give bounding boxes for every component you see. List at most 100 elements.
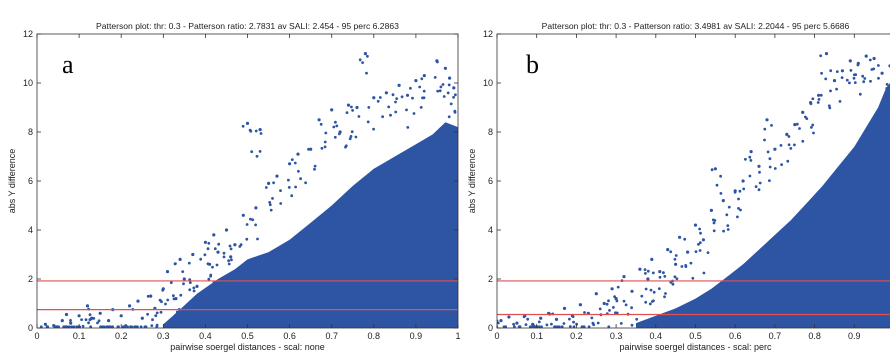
data-point: [88, 313, 92, 317]
data-point: [357, 115, 361, 118]
data-point: [602, 301, 606, 306]
data-point: [612, 306, 615, 309]
data-point: [885, 83, 889, 86]
data-point: [267, 181, 271, 185]
data-point: [726, 228, 730, 231]
data-point: [400, 95, 404, 99]
data-point: [787, 135, 791, 138]
data-point: [229, 255, 233, 259]
y-tick-label: 2: [488, 274, 493, 284]
data-point: [643, 268, 647, 271]
data-point: [85, 304, 90, 308]
data-point: [558, 325, 561, 328]
data-point: [754, 185, 758, 189]
data-point: [258, 150, 262, 153]
data-point: [129, 325, 132, 328]
data-point: [736, 215, 739, 219]
data-point: [272, 181, 275, 185]
data-point: [323, 140, 327, 144]
data-point: [801, 139, 805, 143]
data-point: [726, 224, 730, 228]
data-point: [384, 91, 388, 95]
data-point: [367, 106, 371, 109]
data-point: [624, 303, 628, 307]
data-point: [568, 325, 572, 328]
data-point: [158, 298, 162, 302]
data-point: [332, 125, 336, 129]
data-point: [572, 325, 576, 328]
data-point: [366, 54, 369, 58]
data-point: [233, 243, 237, 247]
data-point: [381, 115, 384, 119]
x-tick-label: 0.5: [241, 331, 254, 341]
data-point: [877, 64, 880, 67]
data-point: [387, 105, 391, 109]
data-point: [254, 206, 258, 210]
data-point: [405, 108, 408, 112]
data-point: [607, 299, 610, 303]
data-point: [849, 69, 853, 72]
data-point: [348, 137, 352, 141]
plot-panel-b: 0 2 4 6 8 10 12 0 0.1 0.2 0.3 0.4 0.5 0.6 0.7 0.8 0.9 Pat…: [467, 21, 890, 352]
data-point: [182, 277, 186, 281]
data-point: [447, 83, 451, 87]
y-tick-label: 10: [23, 78, 33, 88]
data-point: [838, 100, 842, 103]
data-point: [174, 262, 177, 265]
data-point: [111, 325, 114, 328]
data-point: [128, 304, 132, 308]
data-point: [107, 325, 111, 328]
data-point: [191, 252, 195, 257]
data-point: [233, 273, 237, 277]
data-point: [738, 189, 742, 193]
data-point: [241, 124, 245, 128]
data-point: [768, 165, 772, 169]
x-tick-label: 0.2: [115, 331, 128, 341]
data-point: [172, 294, 175, 298]
data-point: [251, 218, 255, 222]
data-point: [119, 314, 123, 318]
data-point: [650, 257, 654, 261]
data-point: [649, 288, 653, 292]
data-point: [256, 237, 259, 241]
data-point: [155, 325, 159, 328]
data-point: [53, 325, 57, 328]
data-point: [644, 272, 647, 275]
y-tick-label: 8: [488, 127, 493, 137]
data-point: [254, 129, 258, 133]
x-tick-label: 0: [34, 331, 39, 341]
data-point: [89, 325, 93, 328]
data-point: [674, 262, 678, 266]
data-point: [224, 228, 229, 232]
data-point: [768, 157, 772, 161]
data-point: [412, 112, 416, 115]
data-point: [206, 247, 210, 251]
data-point: [572, 320, 575, 324]
data-point: [391, 93, 395, 97]
data-point: [230, 277, 234, 280]
data-point: [443, 66, 447, 70]
data-point: [737, 207, 740, 210]
data-point: [96, 321, 99, 325]
data-point: [646, 277, 650, 281]
data-point: [394, 110, 398, 114]
data-point: [323, 145, 327, 149]
data-point: [560, 325, 564, 328]
data-point: [689, 261, 693, 265]
data-point: [630, 289, 634, 293]
data-point: [669, 280, 673, 284]
data-point: [533, 325, 537, 328]
data-point: [701, 238, 706, 242]
data-point: [264, 186, 268, 189]
data-point: [562, 322, 566, 325]
data-point: [861, 74, 865, 78]
data-point: [828, 106, 832, 110]
data-point: [749, 150, 753, 154]
data-point: [452, 95, 455, 99]
data-point: [397, 83, 401, 87]
data-point: [349, 135, 353, 138]
data-point: [578, 303, 583, 307]
data-point: [758, 181, 762, 185]
data-point: [748, 155, 752, 159]
data-point: [150, 324, 154, 327]
